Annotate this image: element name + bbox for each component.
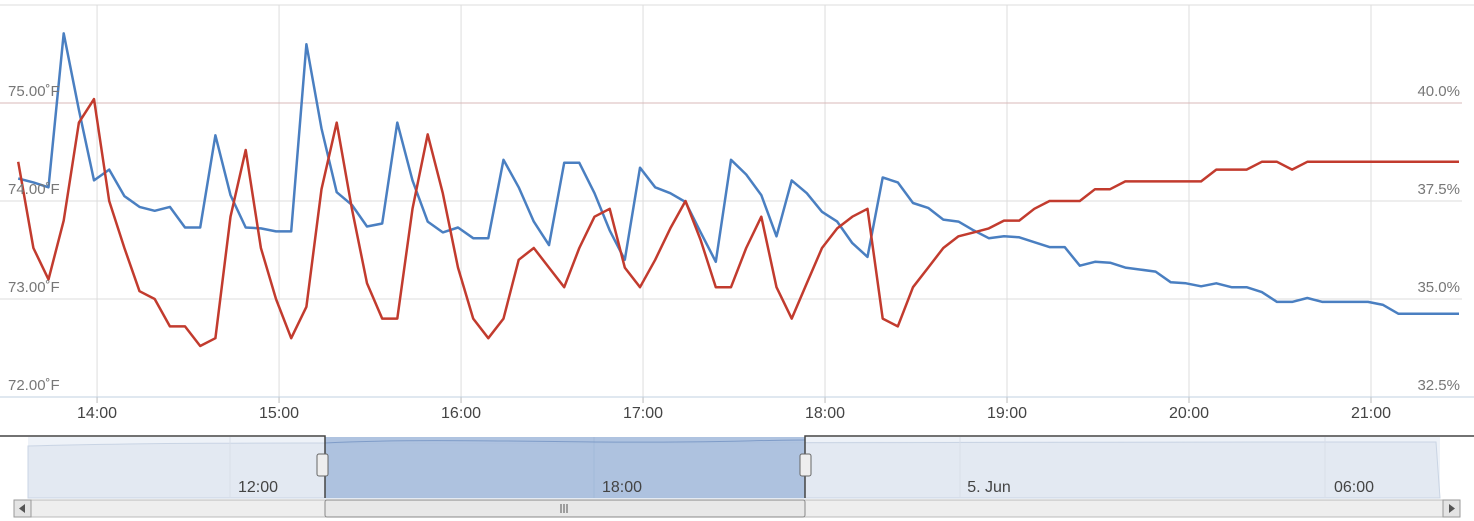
navigator-label: 12:00 xyxy=(238,479,278,496)
thumb-grip xyxy=(560,504,568,513)
navigator-label: 18:00 xyxy=(602,479,642,496)
y-tick-label: 75.00˚F xyxy=(8,83,60,100)
x-tick-label: 16:00 xyxy=(441,405,481,422)
x-tick-label: 15:00 xyxy=(259,405,299,422)
scrollbar-thumb[interactable] xyxy=(324,499,806,518)
y2-tick-label: 35.0% xyxy=(1417,279,1460,296)
series-line xyxy=(17,32,1459,315)
navigator-handle-left[interactable] xyxy=(316,453,329,477)
label-layer: 14:00 15:00 16:00 17:00 18:00 19:00 20:00 21:00… xyxy=(8,83,1460,422)
navigator-label: 5. Jun xyxy=(967,479,1011,496)
y2-tick-label: 32.5% xyxy=(1417,377,1460,394)
navigator-outline xyxy=(0,435,1474,498)
navigator-selection[interactable] xyxy=(325,437,805,498)
navigator: 12:00 18:00 5. Jun 06:00 xyxy=(0,435,1474,499)
x-tick-label: 14:00 xyxy=(77,405,117,422)
navigator-series xyxy=(324,439,806,444)
y2-tick-label: 40.0% xyxy=(1417,83,1460,100)
x-tick-label: 18:00 xyxy=(805,405,845,422)
scrollbar xyxy=(13,499,1461,518)
x-tick-label: 21:00 xyxy=(1351,405,1391,422)
series-layer xyxy=(16,32,1459,348)
x-tick-label: 20:00 xyxy=(1169,405,1209,422)
series-line xyxy=(16,97,1459,348)
y-tick-label: 74.00˚F xyxy=(8,181,60,198)
navigator-label: 06:00 xyxy=(1334,479,1374,496)
arrow-left xyxy=(19,504,25,513)
grid xyxy=(0,5,1474,403)
x-tick-label: 19:00 xyxy=(987,405,1027,422)
arrow-right xyxy=(1449,504,1455,513)
y-tick-label: 72.00˚F xyxy=(8,377,60,394)
x-tick-label: 17:00 xyxy=(623,405,663,422)
y2-tick-label: 37.5% xyxy=(1417,181,1460,198)
navigator-handle-right[interactable] xyxy=(799,453,812,477)
y-tick-label: 73.00˚F xyxy=(8,279,60,296)
